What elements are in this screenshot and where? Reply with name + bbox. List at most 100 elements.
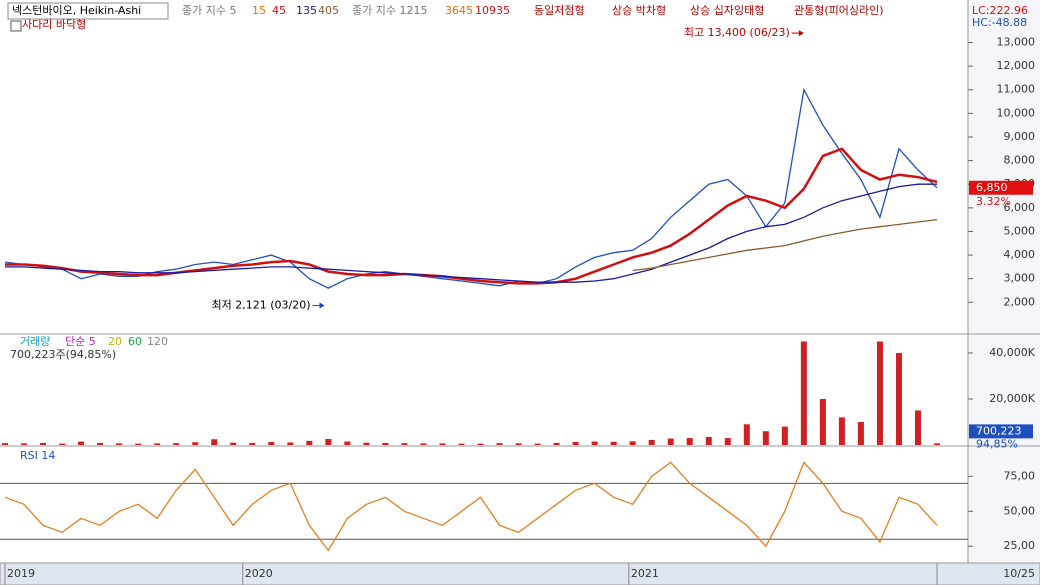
annotation: 최고 13,400 (06/23) <box>684 26 790 39</box>
volume-bar <box>268 442 275 445</box>
volume-bar <box>325 439 332 445</box>
volume-bar <box>534 443 541 445</box>
y-tick-label: 10,000 <box>997 106 1036 119</box>
volume-bar <box>363 442 370 445</box>
volume-tag-label: 700,223 <box>976 424 1022 437</box>
y-tick-label: 6,000 <box>1004 201 1036 214</box>
y-tick-label: 5,000 <box>1004 224 1036 237</box>
arrow-head <box>798 30 804 37</box>
volume-bar <box>287 442 294 445</box>
legend-item: 45 <box>272 4 286 17</box>
date-bar <box>0 562 1040 585</box>
x-tick-label: 2019 <box>7 567 35 580</box>
series-line <box>632 218 938 272</box>
price-tag <box>969 180 1033 195</box>
icon <box>10 20 22 32</box>
volume-bar <box>344 441 351 445</box>
legend-item: 상승 십자잉태형 <box>690 4 764 17</box>
legend-item: 단순 5 <box>65 335 96 348</box>
y-tick-label: 75,00 <box>1004 469 1036 482</box>
volume-info: 700,223주(94,85%) <box>10 348 116 361</box>
volume-bar <box>382 442 389 445</box>
volume-bar <box>572 442 579 445</box>
x-tick-label: 10/25 <box>1003 567 1035 580</box>
volume-bar <box>97 442 104 445</box>
volume-bar <box>800 341 807 445</box>
title: 넥스턴바이오, Heikin-Ashi <box>12 4 141 17</box>
volume-bar <box>934 443 940 445</box>
volume-bar <box>211 439 218 445</box>
y-tick-label: 50,00 <box>1004 504 1036 517</box>
volume-bar <box>629 441 636 445</box>
price-change: 3.32% <box>976 195 1011 208</box>
volume-bar <box>857 421 864 445</box>
legend-item: 3645 <box>445 4 473 17</box>
volume-tag <box>969 424 1033 439</box>
volume-bar <box>135 443 142 445</box>
legend-item: 405 <box>318 4 339 17</box>
axis-area <box>968 0 1040 563</box>
series-line <box>4 461 938 552</box>
volume-bar <box>648 439 655 445</box>
volume-bar <box>496 443 503 445</box>
legend-item: 120 <box>147 335 168 348</box>
y-tick-label: 11,000 <box>997 83 1036 96</box>
volume-bar <box>116 443 123 445</box>
volume-bar <box>477 443 484 445</box>
volume-bar <box>420 443 427 445</box>
volume-bar <box>724 438 731 445</box>
volume-bar <box>2 443 8 445</box>
volume-bar <box>743 424 750 445</box>
y-tick-label: 40,000K <box>989 346 1035 359</box>
legend-item: 종가 지수 1215 <box>352 4 427 17</box>
legend-item: 상승 박차형 <box>612 4 666 17</box>
y-tick-label: 3,000 <box>1004 272 1036 285</box>
volume-bar <box>515 443 522 445</box>
series-line <box>5 183 937 283</box>
volume-bar <box>705 436 712 445</box>
volume-bar <box>249 442 256 445</box>
legend-item: 135 <box>296 4 317 17</box>
volume-bar <box>667 438 674 445</box>
lc: LC:222.96 <box>972 4 1028 17</box>
volume-ratio: 94,85% <box>976 437 1018 450</box>
rsi-title: RSI 14 <box>20 449 55 462</box>
y-tick-label: 4,000 <box>1004 248 1036 261</box>
volume-bar <box>591 441 598 445</box>
volume-bar <box>914 410 921 445</box>
volume-bar <box>838 417 845 445</box>
volume-bar <box>59 443 66 445</box>
y-tick-label: 8,000 <box>1004 154 1036 167</box>
price-tag-label: 6,850 <box>976 181 1008 194</box>
volume-bar <box>173 443 180 445</box>
arrow-head <box>319 302 325 309</box>
legend-item: 종가 지수 5 <box>182 4 236 17</box>
y-tick-label: 9,000 <box>1004 130 1036 143</box>
volume-bar <box>781 426 788 445</box>
y-tick-label: 12,000 <box>997 59 1036 72</box>
volume-bar <box>686 438 693 445</box>
subtitle: 사다리 바닥형 <box>22 18 86 31</box>
series-line <box>5 147 938 285</box>
volume-bar <box>610 441 617 445</box>
legend-item: 60 <box>128 335 142 348</box>
legend-item: 10935 <box>475 4 510 17</box>
y-tick-label: 13,000 <box>997 36 1036 49</box>
y-tick-label: 25,00 <box>1004 539 1036 552</box>
y-tick-label: 2,000 <box>1004 295 1036 308</box>
legend-item: 15 <box>252 4 266 17</box>
volume-bar <box>230 442 237 445</box>
volume-bar <box>154 443 161 445</box>
volume-bar <box>192 442 199 445</box>
legend-item: 거래량 <box>20 335 50 348</box>
volume-bar <box>306 440 313 445</box>
volume-bar <box>78 441 85 445</box>
x-tick-label: 2021 <box>631 567 659 580</box>
volume-bar <box>401 443 408 445</box>
legend-item: 관통형(피어싱라인) <box>794 4 884 17</box>
title-box <box>7 2 169 20</box>
volume-bar <box>553 442 560 445</box>
volume-bar <box>439 443 446 445</box>
